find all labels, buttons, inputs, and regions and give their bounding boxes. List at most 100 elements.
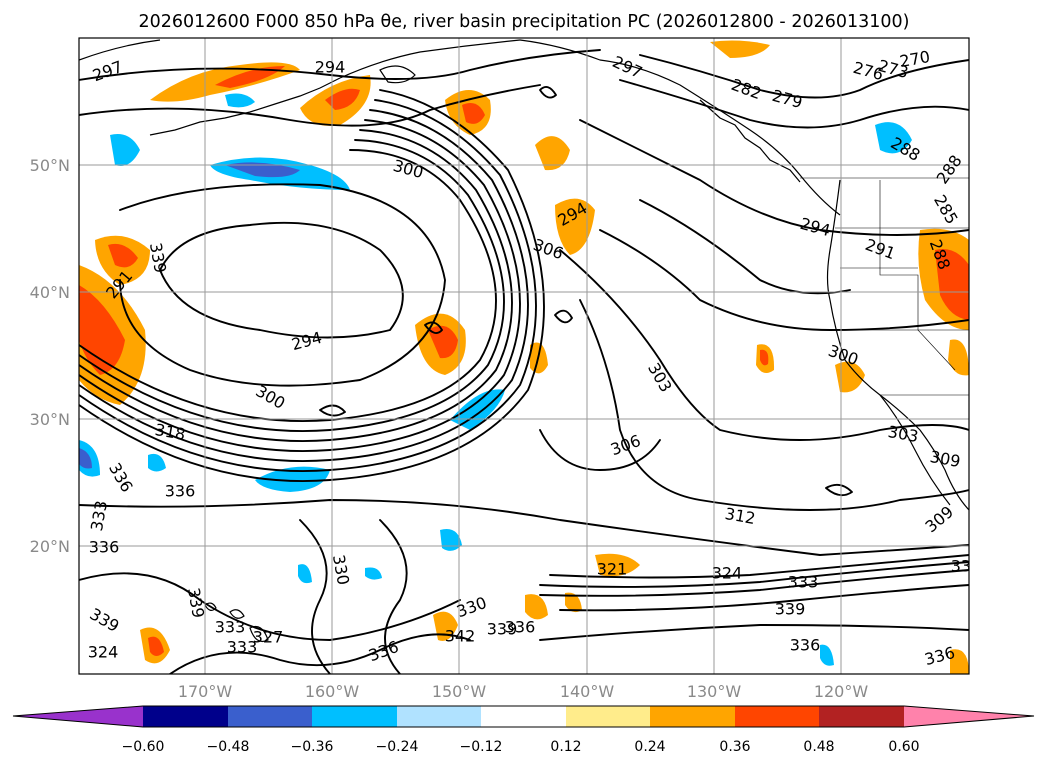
contour-north-3 xyxy=(639,54,969,99)
colorbar-label: 0.60 xyxy=(888,739,919,755)
lon-tick-130w: 130°W xyxy=(687,682,742,701)
colorbar-segment xyxy=(312,706,397,727)
shade-neg-gulf-band-core xyxy=(225,162,300,178)
contour-sub-8 xyxy=(169,633,471,674)
contour-label: 339 xyxy=(487,620,518,639)
colorbar-label: −0.48 xyxy=(207,739,250,755)
lon-tick-120w: 120°W xyxy=(814,682,869,701)
shade-neg-aleutian-mid xyxy=(225,93,255,108)
shade-pos-nw-core xyxy=(215,66,285,88)
border-states-2 xyxy=(879,180,969,331)
coast-aleutians xyxy=(149,77,341,136)
contour-jet-2 xyxy=(79,139,505,432)
contour-sub-10 xyxy=(379,519,408,674)
shade-pos-wash-core xyxy=(760,349,769,366)
contour-label: 336 xyxy=(89,538,120,557)
coast-hawaii-1 xyxy=(204,602,217,611)
lon-tick-160w: 160°W xyxy=(305,682,360,701)
contour-jet-1 xyxy=(79,149,497,422)
contour-east-3 xyxy=(579,299,969,511)
contour-small-loop-1 xyxy=(554,309,573,324)
shade-neg-small-4 xyxy=(298,564,312,584)
contour-label: 336 xyxy=(790,636,821,655)
lat-tick-20n: 20°N xyxy=(30,537,70,556)
chart-title: 2026012600 F000 850 hPa θe, river basin … xyxy=(139,12,910,32)
colorbar-segment xyxy=(143,706,228,727)
colorbar-segment xyxy=(735,706,819,727)
contour-small-loop-4 xyxy=(825,483,853,497)
lon-tick-170w: 170°W xyxy=(178,682,233,701)
lat-tick-50n: 50°N xyxy=(30,156,70,175)
contour-jet-7 xyxy=(79,89,545,482)
coast-hawaii-2 xyxy=(229,609,245,619)
contour-mid-1 xyxy=(539,429,661,471)
colorbar-segment xyxy=(566,706,650,727)
contour-small-loop-3 xyxy=(539,86,557,99)
contour-label: 324 xyxy=(712,564,743,583)
coastline-layer xyxy=(79,39,969,643)
contour-east-5 xyxy=(639,199,851,295)
contour-jet-4 xyxy=(79,119,521,452)
contour-sub-2 xyxy=(549,554,969,579)
shade-neg-center-band xyxy=(450,389,505,430)
coast-baja xyxy=(879,394,951,506)
colorbar-extend-high xyxy=(904,706,1034,727)
lat-axis: 50°N 40°N 30°N 20°N xyxy=(30,156,70,556)
coast-us-west xyxy=(826,179,969,511)
contour-label: 336 xyxy=(165,482,196,501)
shade-pos-low-mid xyxy=(525,594,548,620)
coast-gulf-of-alaska xyxy=(519,39,841,216)
shade-pos-baja xyxy=(948,339,969,376)
colorbar-segment xyxy=(481,706,566,727)
shade-pos-aleutians-2-core xyxy=(325,88,360,110)
contour-sub-6 xyxy=(539,624,969,641)
shade-pos-north-center-core xyxy=(462,102,485,124)
shade-neg-small-2 xyxy=(365,567,382,580)
colorbar-label: 0.48 xyxy=(803,739,834,755)
contour-layer xyxy=(79,49,969,674)
contour-label: 294 xyxy=(315,58,346,77)
contour-sub-3 xyxy=(539,561,969,588)
coast-bc-islands xyxy=(699,99,801,183)
shade-pos-low-left-core xyxy=(148,636,164,656)
colorbar-labels: −0.60 −0.48 −0.36 −0.24 −0.12 0.12 0.24 … xyxy=(122,739,920,755)
contour-east-1 xyxy=(579,119,969,236)
contour-small-loop-5 xyxy=(319,404,346,417)
contour-label: 336 xyxy=(505,618,536,637)
contour-294-west xyxy=(159,221,404,339)
contour-east-4 xyxy=(599,229,969,331)
shade-pos-gulf xyxy=(535,136,570,171)
shade-neg-subtropical-band xyxy=(255,466,330,492)
lon-tick-140w: 140°W xyxy=(560,682,615,701)
contour-label: 339 xyxy=(775,600,806,619)
coast-hawaii-3 xyxy=(249,625,269,643)
contour-sub-5 xyxy=(559,584,969,612)
shade-pos-low-mid2 xyxy=(565,592,582,613)
lat-tick-40n: 40°N xyxy=(30,283,70,302)
colorbar-label: −0.36 xyxy=(291,739,334,755)
contour-jet-3 xyxy=(79,129,513,442)
contour-jet-5 xyxy=(79,109,529,462)
contour-sub-9 xyxy=(299,519,331,674)
colorbar-label: −0.60 xyxy=(122,739,165,755)
contour-300-west xyxy=(119,183,446,387)
contour-small-loop-2 xyxy=(424,321,443,334)
shade-pos-sierra-core xyxy=(935,249,969,320)
colorbar-label: 0.24 xyxy=(634,739,665,755)
colorbar-segment xyxy=(650,706,735,727)
colorbar-extend-low xyxy=(13,706,143,727)
lon-tick-150w: 150°W xyxy=(432,682,487,701)
contour-label: 333 xyxy=(788,573,819,592)
shade-neg-west-low-core xyxy=(79,448,92,469)
contour-north-4 xyxy=(619,79,969,129)
contour-label: 324 xyxy=(88,643,119,662)
shade-pos-bc-coast xyxy=(710,40,770,58)
colorbar-label: −0.24 xyxy=(376,739,419,755)
shade-pos-lower xyxy=(595,553,640,577)
coast-alaska xyxy=(79,39,521,79)
lon-axis: 170°W 160°W 150°W 140°W 130°W 120°W xyxy=(178,682,869,701)
map-frame xyxy=(78,37,970,675)
colorbar-outline xyxy=(12,705,1035,728)
lat-tick-30n: 30°N xyxy=(30,410,70,429)
